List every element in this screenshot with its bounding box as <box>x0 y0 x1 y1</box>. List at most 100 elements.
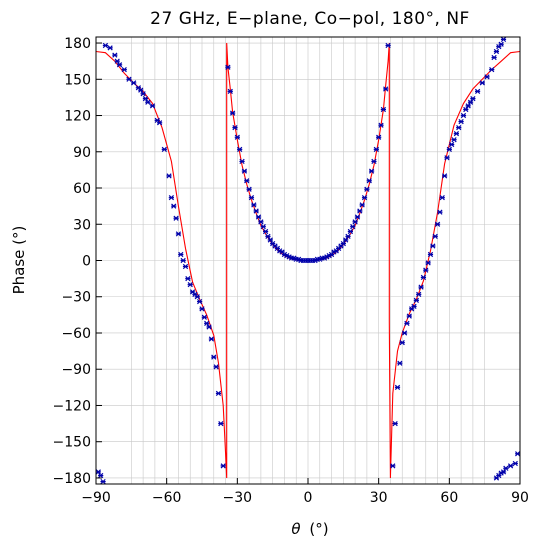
data-point <box>237 146 243 152</box>
data-point <box>241 168 248 174</box>
data-point <box>253 208 259 214</box>
data-point <box>467 99 474 105</box>
data-point <box>187 282 193 288</box>
x-tick-label: 0 <box>304 490 313 506</box>
data-point <box>474 88 481 94</box>
data-point <box>215 390 222 397</box>
y-tick-label: 120 <box>64 109 91 125</box>
data-point <box>166 173 172 179</box>
x-tick-label: −90 <box>81 490 111 506</box>
data-point <box>182 263 189 270</box>
data-point <box>95 469 101 475</box>
data-point <box>489 66 495 73</box>
data-point <box>453 131 460 137</box>
data-point <box>194 294 200 300</box>
data-point <box>260 224 266 230</box>
data-point <box>385 42 391 49</box>
data-point <box>116 62 123 68</box>
data-point <box>142 95 149 102</box>
data-point <box>437 209 443 215</box>
data-point <box>470 95 476 102</box>
data-point <box>98 472 104 479</box>
data-point <box>371 158 377 165</box>
data-point <box>465 103 471 109</box>
data-point <box>234 134 240 140</box>
x-tick-label: −30 <box>223 490 253 506</box>
data-point <box>180 257 186 264</box>
data-point <box>406 313 412 319</box>
y-tick-label: 90 <box>73 145 91 161</box>
data-point <box>434 221 441 227</box>
y-tick-label: −60 <box>61 326 91 342</box>
data-point <box>225 64 231 70</box>
data-point <box>458 118 464 125</box>
y-axis-label: Phase (°) <box>10 226 28 295</box>
data-point <box>199 306 205 312</box>
y-tick-label: 180 <box>64 36 91 52</box>
data-point <box>347 228 354 235</box>
data-point <box>441 173 448 179</box>
data-point <box>251 202 257 208</box>
data-point <box>173 215 179 221</box>
data-point <box>373 146 379 152</box>
data-point <box>213 364 219 370</box>
y-tick-label: 30 <box>73 217 91 233</box>
data-point <box>171 203 177 209</box>
data-point <box>427 251 434 258</box>
data-point <box>456 124 462 131</box>
data-point <box>366 178 372 184</box>
data-point <box>383 86 389 92</box>
y-tick-label: 60 <box>73 181 91 197</box>
data-point <box>345 233 351 239</box>
y-tick-label: −30 <box>61 290 91 306</box>
data-point <box>515 451 521 457</box>
data-point <box>416 291 422 297</box>
data-point <box>446 146 452 152</box>
data-point <box>500 469 507 475</box>
data-point <box>156 120 163 126</box>
data-point <box>364 186 370 192</box>
data-point <box>265 233 271 239</box>
data-point <box>444 155 450 161</box>
data-point <box>145 99 151 105</box>
x-tick-label: −60 <box>152 490 182 506</box>
y-tick-label: −90 <box>61 362 91 378</box>
data-point <box>449 141 455 148</box>
data-point <box>204 320 210 326</box>
data-point <box>201 314 207 320</box>
data-point <box>229 110 236 116</box>
data-point <box>394 384 401 390</box>
data-point <box>107 45 113 51</box>
data-point <box>206 324 212 330</box>
data-point <box>512 460 518 467</box>
data-point <box>208 336 215 342</box>
data-point <box>343 237 349 243</box>
data-point <box>439 195 445 201</box>
data-point <box>100 478 106 485</box>
data-point <box>168 195 175 201</box>
data-point <box>114 58 120 64</box>
data-point <box>357 208 363 214</box>
blue-marker-series <box>95 36 521 485</box>
data-point <box>350 224 356 230</box>
data-point <box>376 134 382 140</box>
data-point <box>354 214 361 220</box>
data-point <box>340 240 346 247</box>
data-point <box>390 463 396 469</box>
data-point <box>418 284 424 290</box>
data-point <box>498 41 504 47</box>
data-point <box>197 298 203 305</box>
data-point <box>227 88 233 94</box>
data-point <box>121 66 127 73</box>
data-point <box>211 354 217 360</box>
y-tick-label: 0 <box>82 254 91 270</box>
data-point <box>491 54 497 61</box>
data-point <box>380 106 387 113</box>
data-point <box>102 42 109 49</box>
data-point <box>255 214 262 220</box>
data-point <box>399 340 405 346</box>
data-point <box>413 297 419 303</box>
data-point <box>460 112 467 119</box>
x-axis-label: θ (°) <box>291 520 328 538</box>
x-tick-label: 30 <box>370 490 388 506</box>
